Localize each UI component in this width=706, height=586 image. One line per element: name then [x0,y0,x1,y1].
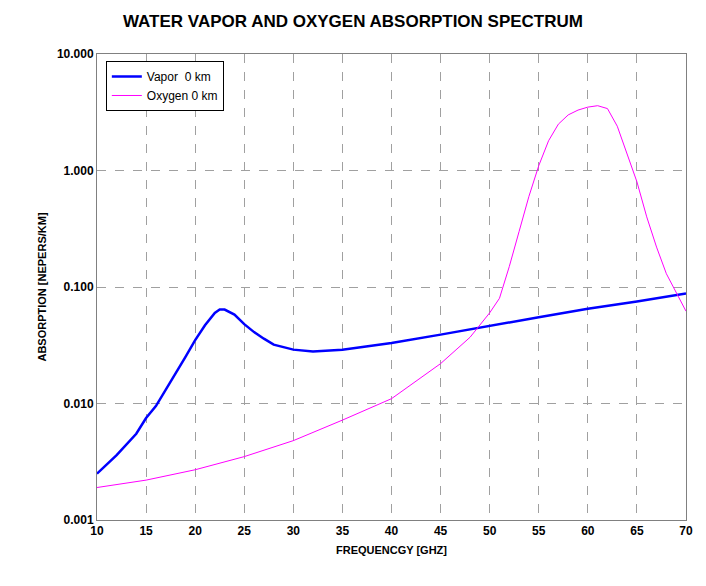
svg-text:0.001: 0.001 [64,513,94,527]
svg-text:10.000: 10.000 [57,47,94,61]
svg-text:20: 20 [188,524,202,538]
svg-text:1.000: 1.000 [64,164,94,178]
svg-text:15: 15 [139,524,153,538]
svg-text:0.100: 0.100 [64,280,94,294]
svg-text:Vapor 0 km: Vapor 0 km [147,70,211,84]
svg-text:Oxygen 0 km: Oxygen 0 km [147,89,218,103]
svg-text:35: 35 [336,524,350,538]
svg-text:WATER VAPOR AND OXYGEN ABSORPT: WATER VAPOR AND OXYGEN ABSORPTION SPECTR… [123,12,583,31]
svg-text:ABSORPTION [NEPERS/KM]: ABSORPTION [NEPERS/KM] [36,212,48,361]
svg-text:45: 45 [434,524,448,538]
svg-text:40: 40 [385,524,399,538]
svg-text:65: 65 [630,524,644,538]
svg-text:0.010: 0.010 [64,397,94,411]
svg-text:10: 10 [90,524,104,538]
svg-text:50: 50 [483,524,497,538]
svg-text:FREQUENCGY [GHZ]: FREQUENCGY [GHZ] [336,544,447,556]
svg-text:25: 25 [238,524,252,538]
svg-text:70: 70 [679,524,693,538]
svg-text:60: 60 [581,524,595,538]
svg-text:30: 30 [287,524,301,538]
svg-text:55: 55 [532,524,546,538]
